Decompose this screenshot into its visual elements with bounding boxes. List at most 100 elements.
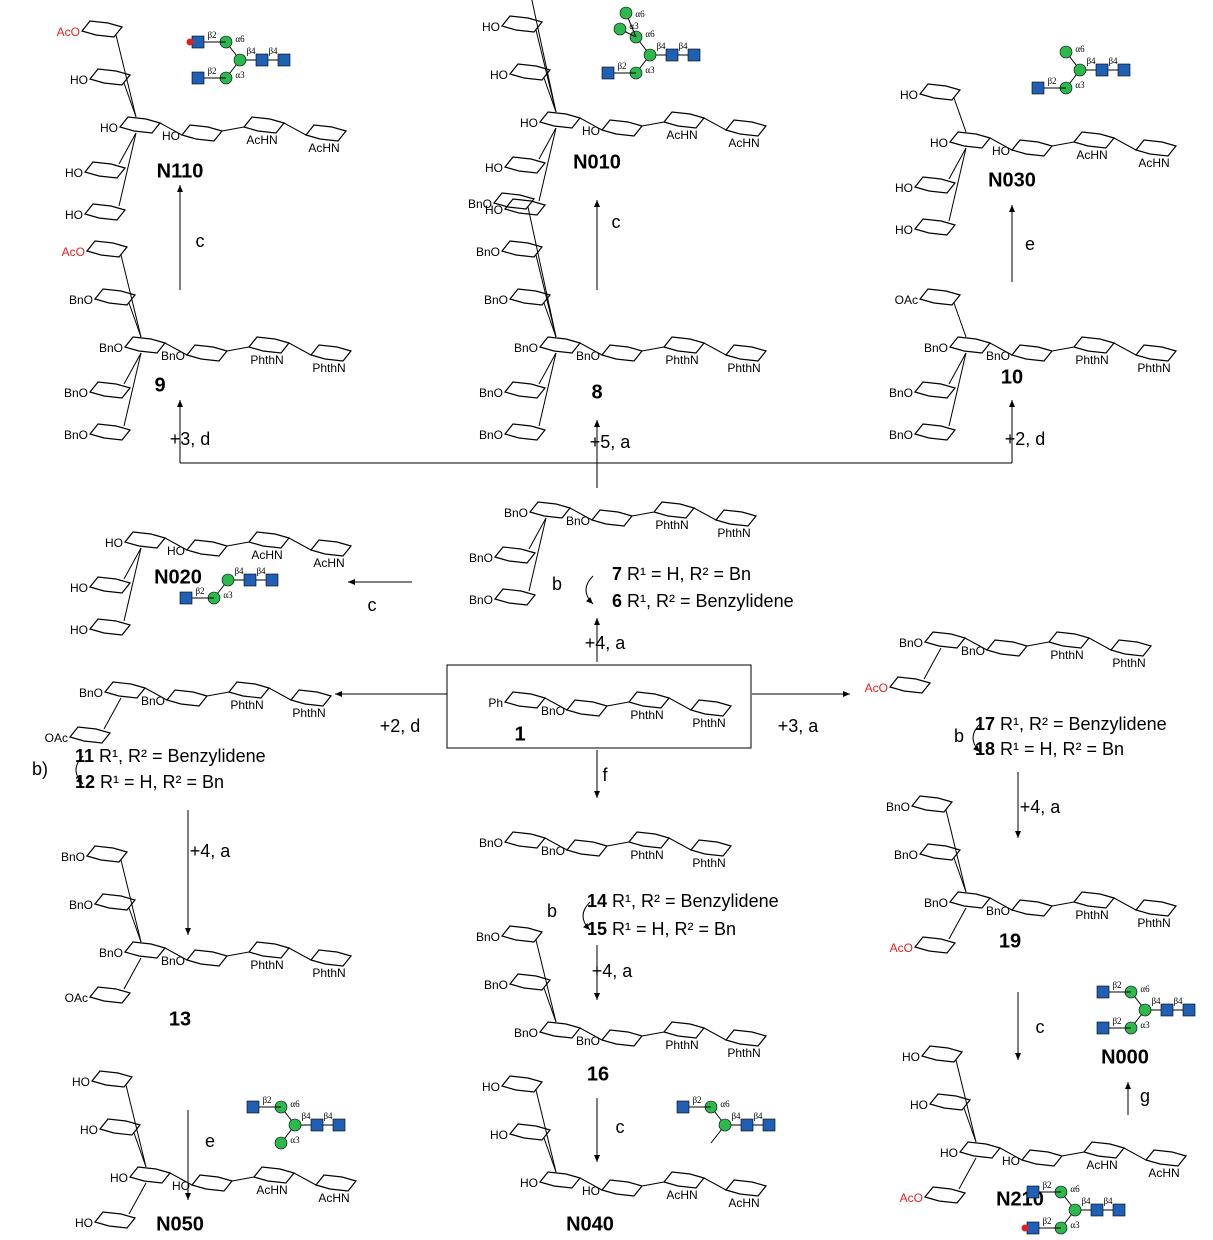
sugar-ring: [503, 198, 547, 216]
sugar-ring: [652, 501, 696, 519]
substituent: HO: [162, 129, 180, 143]
glycosidic-bond: [528, 517, 547, 550]
glycosidic-bond: [953, 857, 967, 893]
linkage: β2: [262, 1095, 271, 1105]
substituent: HO: [70, 623, 88, 637]
compound-label: N030: [988, 169, 1036, 191]
reaction-condition: +3, d: [170, 429, 211, 449]
sugar-ring: [500, 925, 544, 943]
glycosidic-bond: [288, 342, 312, 356]
sugar-ring: [627, 691, 671, 709]
sugar-ring: [492, 192, 536, 210]
substituent: BnO: [566, 514, 590, 528]
substituent: BnO: [469, 593, 493, 607]
linkage: β4: [246, 46, 256, 56]
sugar-ring: [662, 1021, 706, 1039]
compound-label: 9: [154, 374, 165, 396]
sugar-ring: [493, 546, 537, 564]
substituent: BnO: [61, 850, 85, 864]
glycosidic-bond: [606, 701, 630, 707]
glycosidic-bond: [544, 697, 568, 711]
glycosidic-bond: [543, 302, 557, 338]
reaction-condition: f: [602, 765, 608, 785]
fucose: [1021, 1224, 1029, 1232]
substituent: HO: [100, 121, 118, 135]
glycosidic-bond: [527, 206, 557, 338]
sugar-ring: [913, 936, 957, 954]
substituent: BnO: [476, 930, 500, 944]
glcnac: [687, 48, 701, 62]
glycosidic-bond: [531, 0, 557, 113]
r-group-text: R¹, R² = Benzylidene: [612, 891, 779, 911]
substituent: HO: [70, 73, 88, 87]
linkage: β2: [1112, 1016, 1121, 1026]
reaction-condition: +2, d: [380, 716, 421, 736]
sugar-ring: [98, 1118, 142, 1136]
sugar-ring: [83, 161, 127, 179]
substituent: HO: [895, 181, 913, 195]
r-group-text: R¹ = H, R² = Bn: [627, 564, 751, 584]
glycosidic-bond: [631, 511, 655, 517]
glycosidic-bond: [118, 132, 137, 165]
substituent: HO: [485, 203, 503, 217]
sugar-ring: [538, 336, 582, 354]
reaction-condition: b: [552, 574, 562, 594]
substituent: HO: [582, 124, 600, 138]
substituent: HO: [80, 1123, 98, 1137]
glycosidic-bond: [543, 1137, 557, 1173]
substituent: PhthN: [665, 1038, 698, 1052]
sugar-ring: [304, 124, 348, 142]
glcnac: [665, 48, 679, 62]
sugar-ring: [662, 336, 706, 354]
glycosidic-bond: [958, 1157, 977, 1190]
linkage: β4: [1151, 996, 1161, 1006]
glcnac: [1182, 1003, 1196, 1017]
sugar-ring: [600, 1179, 644, 1197]
compound-label: N050: [156, 1213, 204, 1235]
glycosidic-bond: [948, 147, 967, 180]
reaction-condition: b: [547, 901, 557, 921]
glycosidic-bond: [989, 342, 1013, 356]
sugar-ring: [180, 124, 224, 142]
sugar-ring: [958, 1141, 1002, 1159]
substituent: HO: [940, 1146, 958, 1160]
glycosidic-bond: [641, 121, 665, 127]
sugar-ring: [1134, 139, 1178, 157]
linkage: α3: [223, 590, 233, 600]
glcnac: [1096, 1021, 1110, 1035]
glycosidic-bond: [668, 837, 692, 851]
glycosidic-bond: [123, 352, 142, 427]
substituent: HO: [72, 1075, 90, 1089]
sugar-ring: [93, 1211, 137, 1229]
substituent: PhthN: [727, 1046, 760, 1060]
linkage: β2: [1047, 76, 1056, 86]
compound-label: 13: [169, 1008, 191, 1030]
compound-label: N000: [1101, 1046, 1149, 1068]
linkage: β4: [656, 41, 666, 51]
reaction-condition: c: [612, 212, 621, 232]
substituent: BnO: [141, 694, 165, 708]
sugar-ring: [724, 119, 768, 137]
glycosidic-bond: [164, 947, 188, 961]
linkage: β2: [617, 61, 626, 71]
substituent: HO: [75, 1216, 93, 1230]
substituent: BnO: [889, 386, 913, 400]
glcnac: [246, 1100, 260, 1114]
substituent: AcHN: [1138, 156, 1169, 170]
glycosidic-bond: [535, 939, 557, 1023]
glycosidic-bond: [606, 841, 630, 847]
substituent: HO: [172, 1179, 190, 1193]
glcnac: [762, 1118, 776, 1132]
glycosidic-bond: [544, 837, 568, 851]
substituent: BnO: [889, 428, 913, 442]
sugar-ring: [309, 344, 353, 362]
substituent: PhthN: [630, 708, 663, 722]
linkage: β4: [1108, 56, 1118, 66]
substituent: PhthN: [250, 353, 283, 367]
mannose: [288, 1118, 302, 1132]
glycosidic-bond: [206, 691, 230, 697]
substituent: AcHN: [256, 1183, 287, 1197]
substituent: HO: [65, 166, 83, 180]
substituent: BnO: [894, 848, 918, 862]
substituent: AcO: [57, 25, 80, 39]
